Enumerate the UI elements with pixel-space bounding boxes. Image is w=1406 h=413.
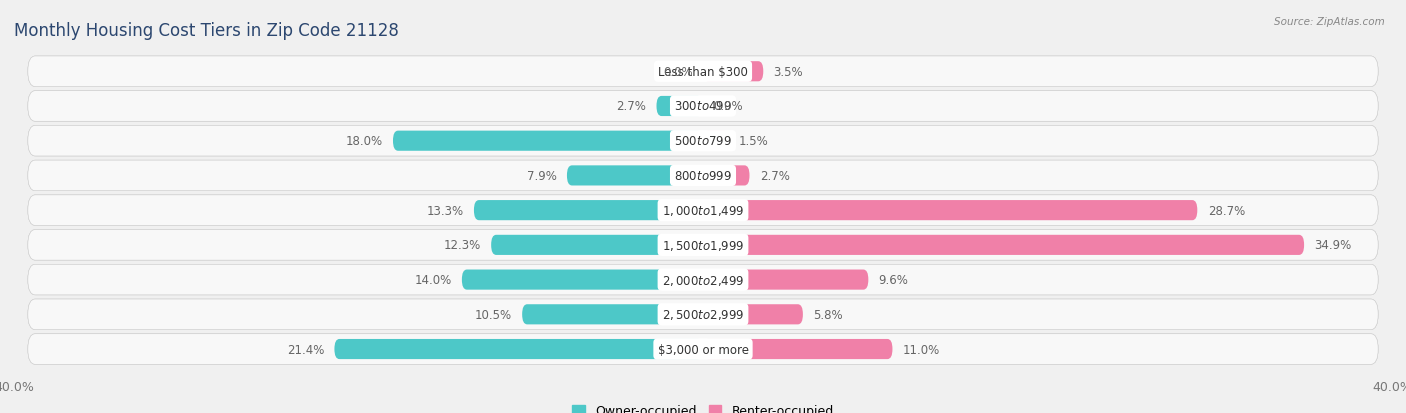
Legend: Owner-occupied, Renter-occupied: Owner-occupied, Renter-occupied <box>572 404 834 413</box>
Text: 12.3%: 12.3% <box>443 239 481 252</box>
FancyBboxPatch shape <box>474 201 703 221</box>
FancyBboxPatch shape <box>703 201 1198 221</box>
Text: 14.0%: 14.0% <box>415 273 451 286</box>
Text: $3,000 or more: $3,000 or more <box>658 343 748 356</box>
Text: 3.5%: 3.5% <box>773 66 803 78</box>
FancyBboxPatch shape <box>567 166 703 186</box>
Text: $2,500 to $2,999: $2,500 to $2,999 <box>662 308 744 322</box>
Text: Monthly Housing Cost Tiers in Zip Code 21128: Monthly Housing Cost Tiers in Zip Code 2… <box>14 22 399 40</box>
Text: 2.7%: 2.7% <box>759 169 790 183</box>
FancyBboxPatch shape <box>392 131 703 152</box>
FancyBboxPatch shape <box>28 230 1378 261</box>
FancyBboxPatch shape <box>703 62 763 82</box>
FancyBboxPatch shape <box>703 131 728 152</box>
FancyBboxPatch shape <box>703 235 1305 255</box>
FancyBboxPatch shape <box>28 265 1378 295</box>
FancyBboxPatch shape <box>28 161 1378 191</box>
FancyBboxPatch shape <box>657 97 703 117</box>
FancyBboxPatch shape <box>28 126 1378 157</box>
Text: $500 to $799: $500 to $799 <box>673 135 733 148</box>
Text: 13.3%: 13.3% <box>426 204 464 217</box>
FancyBboxPatch shape <box>28 230 1378 261</box>
Text: 11.0%: 11.0% <box>903 343 941 356</box>
FancyBboxPatch shape <box>28 57 1378 87</box>
Text: 34.9%: 34.9% <box>1315 239 1351 252</box>
Text: 0.0%: 0.0% <box>713 100 742 113</box>
FancyBboxPatch shape <box>28 195 1378 226</box>
Text: $2,000 to $2,499: $2,000 to $2,499 <box>662 273 744 287</box>
Text: 9.6%: 9.6% <box>879 273 908 286</box>
Text: 1.5%: 1.5% <box>740 135 769 148</box>
FancyBboxPatch shape <box>28 57 1378 87</box>
FancyBboxPatch shape <box>522 304 703 325</box>
Text: 28.7%: 28.7% <box>1208 204 1244 217</box>
FancyBboxPatch shape <box>28 265 1378 295</box>
FancyBboxPatch shape <box>28 195 1378 226</box>
FancyBboxPatch shape <box>703 166 749 186</box>
FancyBboxPatch shape <box>28 334 1378 364</box>
FancyBboxPatch shape <box>335 339 703 359</box>
Text: 18.0%: 18.0% <box>346 135 382 148</box>
FancyBboxPatch shape <box>703 339 893 359</box>
FancyBboxPatch shape <box>28 91 1378 122</box>
Text: $1,500 to $1,999: $1,500 to $1,999 <box>662 238 744 252</box>
FancyBboxPatch shape <box>28 299 1378 330</box>
FancyBboxPatch shape <box>491 235 703 255</box>
Text: 0.0%: 0.0% <box>664 66 693 78</box>
FancyBboxPatch shape <box>28 126 1378 157</box>
FancyBboxPatch shape <box>703 304 803 325</box>
Text: 7.9%: 7.9% <box>527 169 557 183</box>
FancyBboxPatch shape <box>28 161 1378 191</box>
FancyBboxPatch shape <box>461 270 703 290</box>
FancyBboxPatch shape <box>28 334 1378 364</box>
FancyBboxPatch shape <box>703 270 869 290</box>
Text: $300 to $499: $300 to $499 <box>673 100 733 113</box>
Text: Source: ZipAtlas.com: Source: ZipAtlas.com <box>1274 17 1385 26</box>
Text: 5.8%: 5.8% <box>813 308 842 321</box>
Text: 21.4%: 21.4% <box>287 343 323 356</box>
FancyBboxPatch shape <box>28 299 1378 330</box>
Text: 10.5%: 10.5% <box>475 308 512 321</box>
FancyBboxPatch shape <box>28 91 1378 122</box>
Text: 2.7%: 2.7% <box>616 100 647 113</box>
Text: $1,000 to $1,499: $1,000 to $1,499 <box>662 204 744 218</box>
Text: Less than $300: Less than $300 <box>658 66 748 78</box>
Text: $800 to $999: $800 to $999 <box>673 169 733 183</box>
